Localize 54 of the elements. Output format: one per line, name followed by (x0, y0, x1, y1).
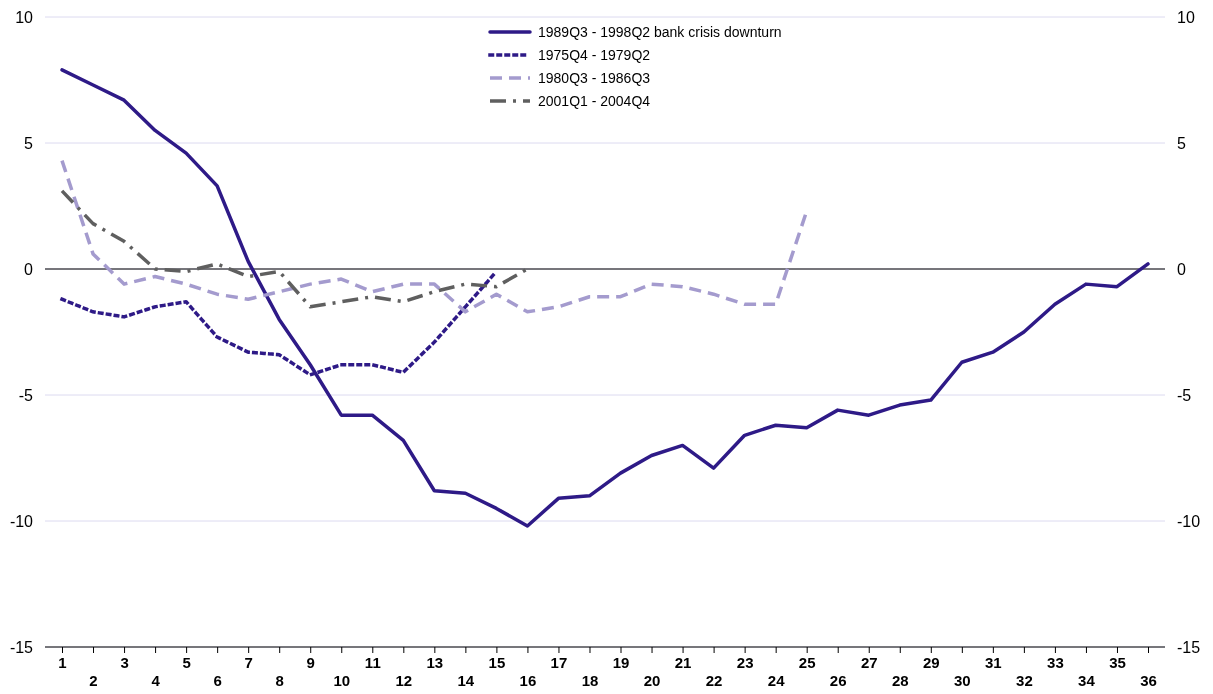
y2-tick-label: 5 (1177, 134, 1186, 152)
x-tick-label: 5 (182, 653, 191, 671)
x-tick-label: 10 (333, 672, 351, 690)
x-tick-label: 36 (1140, 672, 1157, 690)
x-tick-label: 13 (426, 653, 444, 671)
x-tick-label: 3 (120, 653, 129, 671)
y2-tick-label: -10 (1177, 512, 1201, 530)
x-tick-label: 18 (581, 672, 599, 690)
legend-label: 1989Q3 - 1998Q2 bank crisis downturn (538, 24, 782, 40)
legend-label: 1980Q3 - 1986Q3 (538, 70, 651, 86)
legend-label: 2001Q1 - 2004Q4 (538, 93, 651, 109)
x-tick-label: 4 (151, 672, 161, 690)
x-tick-label: 34 (1078, 672, 1096, 690)
x-tick-label: 9 (306, 653, 315, 671)
y2-tick-label: -15 (1177, 638, 1201, 656)
y2-tick-label: 10 (1177, 8, 1195, 26)
y2-tick-label: 0 (1177, 260, 1186, 278)
x-tick-label: 27 (860, 653, 878, 671)
x-tick-label: 16 (519, 672, 537, 690)
x-tick-label: 14 (457, 672, 475, 690)
line-series (60, 68, 1150, 528)
x-tick-label: 20 (643, 672, 661, 690)
x-tick-label: 31 (985, 653, 1002, 671)
x-tick-label: 30 (953, 672, 971, 690)
y-tick-label: 10 (15, 8, 34, 26)
x-tick-label: 2 (89, 672, 98, 690)
x-tick-label: 32 (1016, 672, 1033, 690)
x-tick-label: 29 (922, 653, 940, 671)
x-tick-label: 15 (488, 653, 506, 671)
x-tick-label: 7 (244, 653, 253, 671)
x-tick-label: 11 (364, 653, 381, 671)
y-tick-label: 0 (24, 260, 34, 278)
x-tick-label: 33 (1047, 653, 1064, 671)
x-tick-label: 25 (798, 653, 816, 671)
y2-tick-label: -5 (1177, 386, 1192, 404)
x-tick-label: 26 (829, 672, 847, 690)
x-tick-label: 23 (736, 653, 754, 671)
x-tick-label: 35 (1109, 653, 1126, 671)
x-tick-label: 19 (612, 653, 630, 671)
legend-label: 1975Q4 - 1979Q2 (538, 47, 651, 63)
line-series (60, 158, 809, 314)
x-tick-label: 17 (550, 653, 568, 671)
y-tick-label: 5 (24, 134, 34, 152)
y-tick-label: -5 (18, 386, 34, 404)
x-tick-label: 1 (58, 653, 67, 671)
x-tick-label: 24 (767, 672, 786, 690)
x-tick-label: 21 (674, 653, 692, 671)
x-tick-label: 12 (395, 672, 413, 690)
x-tick-label: 22 (705, 672, 723, 690)
x-tick-label: 8 (275, 672, 284, 690)
x-tick-label: 28 (891, 672, 909, 690)
y-tick-label: -10 (9, 512, 34, 530)
x-tick-label: 6 (213, 672, 222, 690)
y-tick-label: -15 (9, 638, 34, 656)
